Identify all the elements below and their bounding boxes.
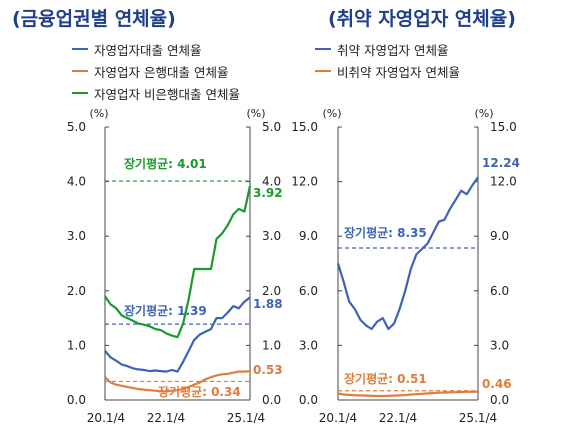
right-legend: 취약 자영업자 연체율 비취약 자영업자 연체율 <box>315 38 460 82</box>
legend-swatch-orange <box>72 70 88 72</box>
legend-swatch-orange <box>315 70 331 72</box>
y-tick-label-left: 3.0 <box>299 338 318 352</box>
y-tick-label-left: 9.0 <box>299 229 318 243</box>
average-label: 장기평균: 1.39 <box>124 303 207 318</box>
end-value-label: 0.46 <box>482 377 512 391</box>
y-tick-label-left: 5.0 <box>67 120 86 134</box>
y-tick-label-right: 1.0 <box>262 338 281 352</box>
y-tick-label-right: 4.0 <box>262 175 281 189</box>
y-tick-label-right: 15.0 <box>490 120 517 134</box>
series-line <box>104 185 252 339</box>
legend-label: 자영업자 은행대출 연체율 <box>94 64 229 80</box>
legend-item-self-employed-loan: 자영업자대출 연체율 <box>72 38 240 60</box>
legend-item-vulnerable: 취약 자영업자 연체율 <box>315 38 460 60</box>
y-tick-label-right: 3.0 <box>490 338 509 352</box>
x-tick-label: 20.1/4 <box>319 411 357 425</box>
y-unit-label-left: (%) <box>322 107 341 120</box>
y-tick-label-left: 6.0 <box>299 284 318 298</box>
end-value-label: 12.24 <box>482 156 520 170</box>
average-label: 장기평균: 0.34 <box>158 384 241 399</box>
legend-item-non-vulnerable: 비취약 자영업자 연체율 <box>315 60 460 82</box>
y-tick-label-right: 6.0 <box>490 284 509 298</box>
average-label: 장기평균: 0.51 <box>344 371 427 386</box>
legend-swatch-blue <box>315 48 331 50</box>
y-unit-label-left: (%) <box>89 107 108 120</box>
end-value-label: 0.53 <box>253 363 283 377</box>
y-tick-label-right: 2.0 <box>262 284 281 298</box>
y-unit-label-right: (%) <box>474 107 493 120</box>
y-tick-label-right: 5.0 <box>262 120 281 134</box>
legend-label: 비취약 자영업자 연체율 <box>337 64 460 80</box>
average-label: 장기평균: 4.01 <box>124 156 207 171</box>
x-tick-label: 22.1/4 <box>379 411 417 425</box>
y-tick-label-right: 9.0 <box>490 229 509 243</box>
legend-label: 자영업자대출 연체율 <box>94 42 202 58</box>
legend-label: 취약 자영업자 연체율 <box>337 42 449 58</box>
series-line <box>336 176 479 331</box>
x-tick-label: 25.1/4 <box>459 411 497 425</box>
y-tick-label-left: 2.0 <box>67 284 86 298</box>
y-tick-label-left: 0.0 <box>67 393 86 407</box>
series-line <box>104 296 251 373</box>
y-tick-label-left: 15.0 <box>291 120 318 134</box>
x-tick-label: 22.1/4 <box>147 411 185 425</box>
end-value-label: 3.92 <box>253 186 283 200</box>
y-tick-label-left: 4.0 <box>67 175 86 189</box>
y-tick-label-left: 12.0 <box>291 175 318 189</box>
legend-swatch-green <box>72 92 88 94</box>
y-tick-label-right: 0.0 <box>262 393 281 407</box>
legend-label: 자영업자 비은행대출 연체율 <box>94 86 240 102</box>
y-tick-label-left: 3.0 <box>67 229 86 243</box>
y-unit-label-right: (%) <box>246 107 265 120</box>
y-tick-label-left: 1.0 <box>67 338 86 352</box>
legend-swatch-blue <box>72 48 88 50</box>
legend-item-nonbank-loan: 자영업자 비은행대출 연체율 <box>72 82 240 104</box>
series-line <box>337 390 479 398</box>
y-tick-label-left: 0.0 <box>299 393 318 407</box>
y-tick-label-right: 3.0 <box>262 229 281 243</box>
left-legend: 자영업자대출 연체율 자영업자 은행대출 연체율 자영업자 비은행대출 연체율 <box>72 38 240 104</box>
end-value-label: 1.88 <box>253 297 283 311</box>
average-label: 장기평균: 8.35 <box>344 225 427 240</box>
y-tick-label-right: 0.0 <box>490 393 509 407</box>
right-chart-title: (취약 자영업자 연체율) <box>328 8 516 30</box>
legend-item-bank-loan: 자영업자 은행대출 연체율 <box>72 60 240 82</box>
y-tick-label-right: 12.0 <box>490 175 517 189</box>
left-chart-title: (금융업권별 연체율) <box>12 8 176 30</box>
x-tick-label: 25.1/4 <box>227 411 265 425</box>
x-tick-label: 20.1/4 <box>87 411 125 425</box>
series-line <box>104 370 251 393</box>
